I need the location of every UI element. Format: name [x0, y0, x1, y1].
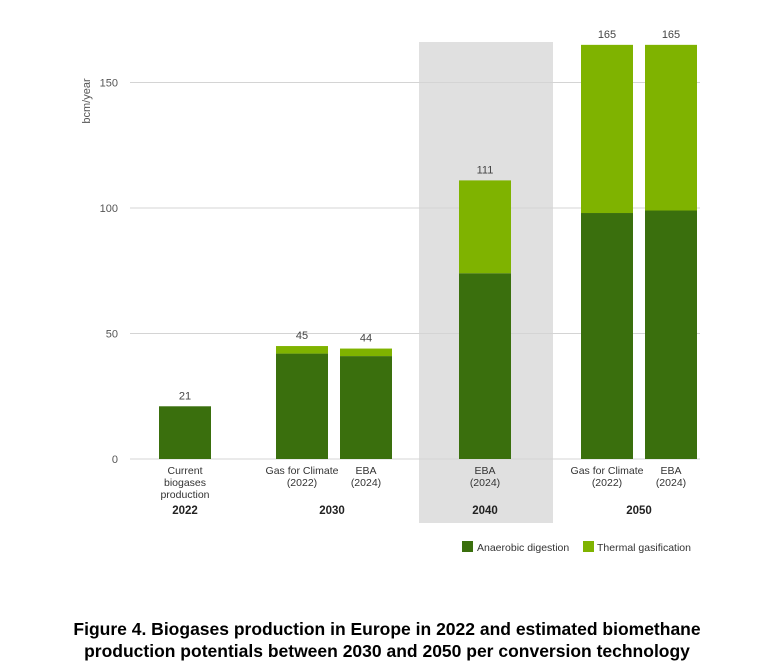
x-tick-label-1-line-1: (2022)	[287, 477, 317, 489]
bar-thermal-gasification-4	[581, 44, 633, 214]
bar-thermal-gasification-5	[645, 44, 697, 211]
bar-total-label-2: 44	[360, 333, 372, 345]
legend-label-thermal-gasification: Thermal gasification	[597, 542, 691, 554]
bar-anaerobic-digestion-1	[276, 353, 328, 459]
bar-thermal-gasification-2	[340, 348, 392, 357]
caption-line-1: Figure 4. Biogases production in Europe …	[73, 619, 701, 639]
x-tick-label-5-line-0: EBA	[660, 465, 681, 477]
y-tick-label-100: 100	[100, 203, 118, 215]
legend-label-anaerobic-digestion: Anaerobic digestion	[477, 542, 569, 554]
y-tick-label-50: 50	[106, 329, 118, 341]
bar-anaerobic-digestion-0	[159, 406, 211, 459]
x-tick-label-2-line-0: EBA	[355, 465, 376, 477]
x-tick-label-0-line-2: production	[160, 489, 209, 501]
legend-swatch-anaerobic-digestion	[462, 541, 473, 552]
bar-anaerobic-digestion-5	[645, 210, 697, 459]
bar-total-label-1: 45	[296, 330, 308, 342]
bar-total-label-5: 165	[662, 29, 680, 41]
x-tick-label-0-line-1: biogases	[164, 477, 206, 489]
bar-total-label-4: 165	[598, 29, 616, 41]
x-tick-label-2-line-1: (2024)	[351, 477, 381, 489]
group-label-2050: 2050	[626, 505, 652, 517]
bar-thermal-gasification-3	[459, 180, 511, 274]
x-tick-label-0-line-0: Current	[167, 465, 202, 477]
group-label-2030: 2030	[319, 505, 345, 517]
bar-total-label-3: 111	[477, 164, 494, 176]
x-tick-label-3-line-0: EBA	[474, 465, 495, 477]
y-tick-label-150: 150	[100, 78, 118, 90]
y-axis-label: bcm/year	[81, 78, 93, 124]
bar-anaerobic-digestion-4	[581, 213, 633, 459]
chart: 0 50 100 150 bcm/year 21 Currentbiogasesproduc…	[81, 29, 700, 554]
figure-caption: Figure 4. Biogases production in Europe …	[20, 618, 754, 662]
x-tick-label-1-line-0: Gas for Climate	[266, 465, 339, 477]
y-tick-label-0: 0	[112, 454, 118, 466]
x-tick-label-4-line-0: Gas for Climate	[571, 465, 644, 477]
legend-swatch-thermal-gasification	[583, 541, 594, 552]
group-label-2022: 2022	[172, 505, 198, 517]
group-label-2040: 2040	[472, 505, 498, 517]
caption-line-2: production potentials between 2030 and 2…	[84, 641, 690, 661]
bar-total-label-0: 21	[179, 390, 191, 402]
bar-anaerobic-digestion-3	[459, 273, 511, 459]
bar-anaerobic-digestion-2	[340, 356, 392, 459]
x-tick-label-5-line-1: (2024)	[656, 477, 686, 489]
bar-thermal-gasification-1	[276, 346, 328, 354]
x-tick-label-3-line-1: (2024)	[470, 477, 500, 489]
x-tick-label-4-line-1: (2022)	[592, 477, 622, 489]
